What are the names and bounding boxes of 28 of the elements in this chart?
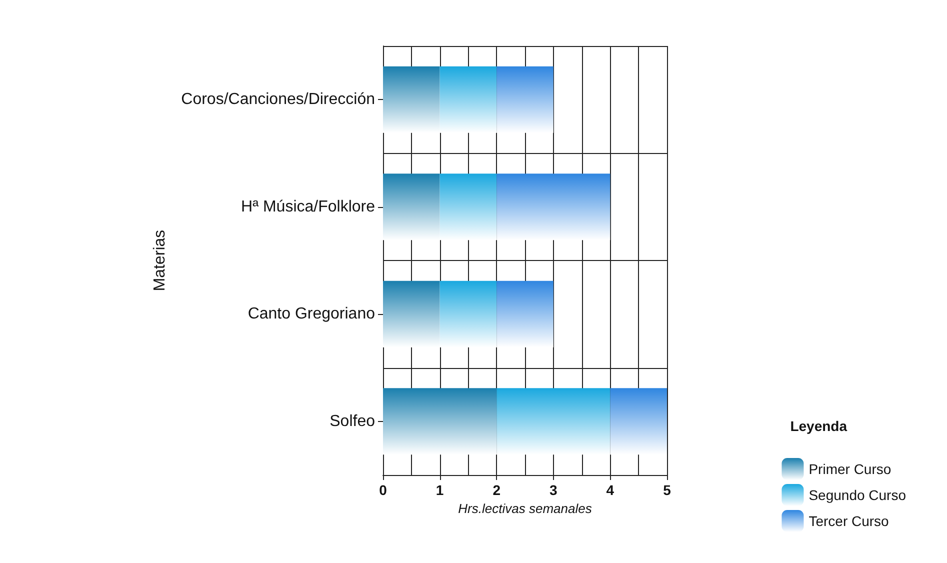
legend-title: Leyenda <box>790 418 848 434</box>
y-tick-label: Canto Gregoriano <box>248 306 376 323</box>
legend-label: Primer Curso <box>808 461 892 477</box>
y-tick-label: Coros/Canciones/Dirección <box>181 91 375 108</box>
bar <box>383 280 440 348</box>
bar <box>440 280 497 348</box>
x-tick-label: 0 <box>379 482 388 498</box>
bar <box>383 388 497 455</box>
bar <box>496 66 554 133</box>
bar <box>496 388 610 455</box>
bar <box>383 174 440 240</box>
y-tick-label: Hª Música/Folklore <box>241 198 376 216</box>
bar <box>496 174 610 240</box>
legend-label: Tercer Curso <box>808 513 890 529</box>
x-tick-label: 2 <box>492 482 501 498</box>
legend-label: Segundo Curso <box>808 487 906 503</box>
x-tick-label: 3 <box>550 482 558 498</box>
bar <box>440 66 497 133</box>
bar <box>496 280 554 348</box>
x-tick-label: 1 <box>436 482 444 498</box>
x-axis-title: Hrs.lectivas semanales <box>458 500 592 516</box>
bar <box>610 388 667 455</box>
y-axis-title: Materias <box>152 230 168 292</box>
bar <box>383 66 440 133</box>
y-tick-label: Solfeo <box>330 412 376 430</box>
x-tick-label: 5 <box>663 482 672 498</box>
bar <box>440 174 497 240</box>
x-tick-label: 4 <box>606 482 614 498</box>
